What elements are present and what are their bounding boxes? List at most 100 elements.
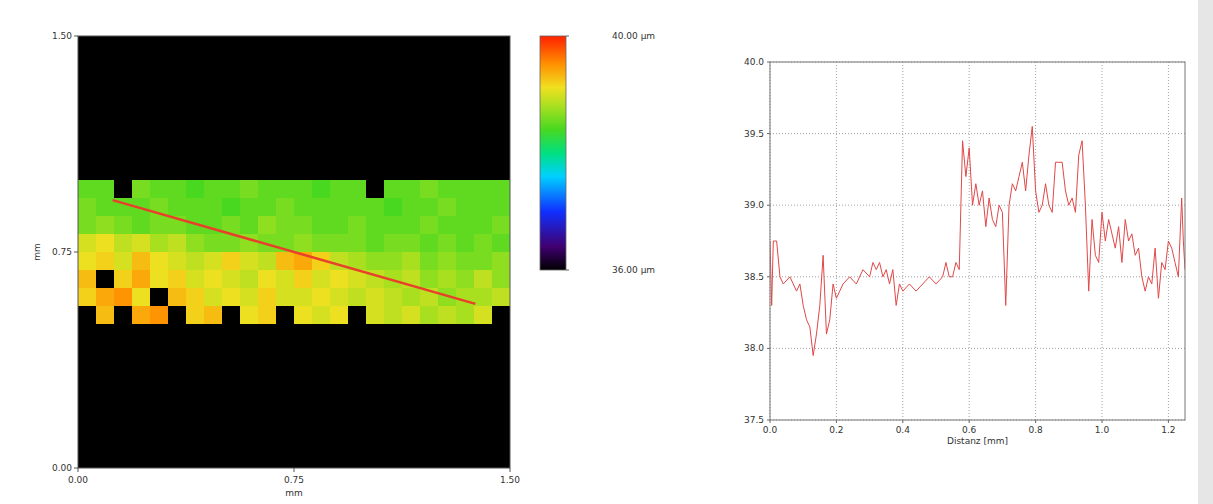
map-cell [384,234,402,252]
map-cell [204,288,222,306]
map-cell [474,216,492,234]
map-cell [258,288,276,306]
map-cell [78,288,96,306]
y-tick-label: 38.0 [744,343,764,353]
map-cell [348,216,366,234]
map-cell [294,216,312,234]
map-cell [240,216,258,234]
map-cell [258,270,276,288]
map-cell [402,234,420,252]
map-cell [438,252,456,270]
x-grid-line [1102,62,1103,420]
map-cell [222,288,240,306]
map-cell [240,306,258,324]
map-cell [348,198,366,216]
colorbar-tick [566,36,569,37]
map-cell [402,306,420,324]
map-cell [438,180,456,198]
map-cell [168,252,186,270]
map-cell [294,180,312,198]
map-cell [168,234,186,252]
map-cell [186,180,204,198]
map-cell [132,216,150,234]
map-cell [186,288,204,306]
map-cell [294,288,312,306]
x-tick-label: 0.4 [896,425,911,435]
plot-frame [770,62,1185,420]
map-cell [150,234,168,252]
x-axis-title: Distanz [mm] [947,436,1008,446]
side-strip [1198,0,1213,504]
map-cell [312,180,330,198]
background [0,0,1213,504]
map-cell [132,252,150,270]
map-cell [186,234,204,252]
map-cell [348,234,366,252]
colorbar [540,36,566,270]
map-cell [132,234,150,252]
y-tick [74,468,78,469]
map-cell [204,306,222,324]
map-cell [240,252,258,270]
map-cell [456,270,474,288]
map-cell [78,180,96,198]
map-cell [474,180,492,198]
map-cell [150,216,168,234]
colorbar-label: 40.00 µm [612,31,655,41]
map-cell [276,252,294,270]
map-cell [366,252,384,270]
map-cell [330,270,348,288]
map-cell [384,180,402,198]
map-cell [222,198,240,216]
height-map-panel: 0.000.751.500.000.751.50mmmm40.00 µm36.0… [32,31,655,498]
map-cell [96,306,114,324]
x-tick [78,468,79,472]
map-cell [474,234,492,252]
y-axis-title: mm [32,243,42,261]
map-cell [402,288,420,306]
map-cell [366,198,384,216]
map-cell [330,288,348,306]
map-cell [492,288,510,306]
x-tick-label: 0.00 [68,475,88,485]
map-cell [312,306,330,324]
y-tick-label: 1.50 [52,31,72,41]
x-tick-label: 1.50 [500,475,520,485]
map-cell [204,270,222,288]
map-cell [276,180,294,198]
map-cell [384,306,402,324]
page: 0.000.751.500.000.751.50mmmm40.00 µm36.0… [0,0,1213,504]
map-cell [132,288,150,306]
x-grid-line [1035,62,1036,420]
map-cell [384,288,402,306]
map-cell [420,198,438,216]
map-cell [204,234,222,252]
map-cell [420,216,438,234]
map-cell [114,288,132,306]
x-tick-label: 0.2 [829,425,843,435]
y-grid-line [770,133,1185,134]
map-cell [222,252,240,270]
map-cell [150,306,168,324]
map-cell [438,198,456,216]
map-cell [348,288,366,306]
x-grid-line [836,62,837,420]
map-cell [132,180,150,198]
map-cell [168,198,186,216]
map-cell [186,270,204,288]
x-tick [294,468,295,472]
map-cell [402,198,420,216]
map-cell [276,198,294,216]
map-cell [420,234,438,252]
y-tick-label: 0.00 [52,463,72,473]
y-tick-label: 40.0 [744,57,764,67]
map-cell [132,270,150,288]
x-axis-title: mm [285,488,303,498]
y-tick-label: 37.5 [744,415,764,425]
map-cell [420,180,438,198]
cells [78,180,510,324]
map-cell [366,234,384,252]
map-cell [96,288,114,306]
y-tick [74,252,78,253]
map-cell [276,270,294,288]
